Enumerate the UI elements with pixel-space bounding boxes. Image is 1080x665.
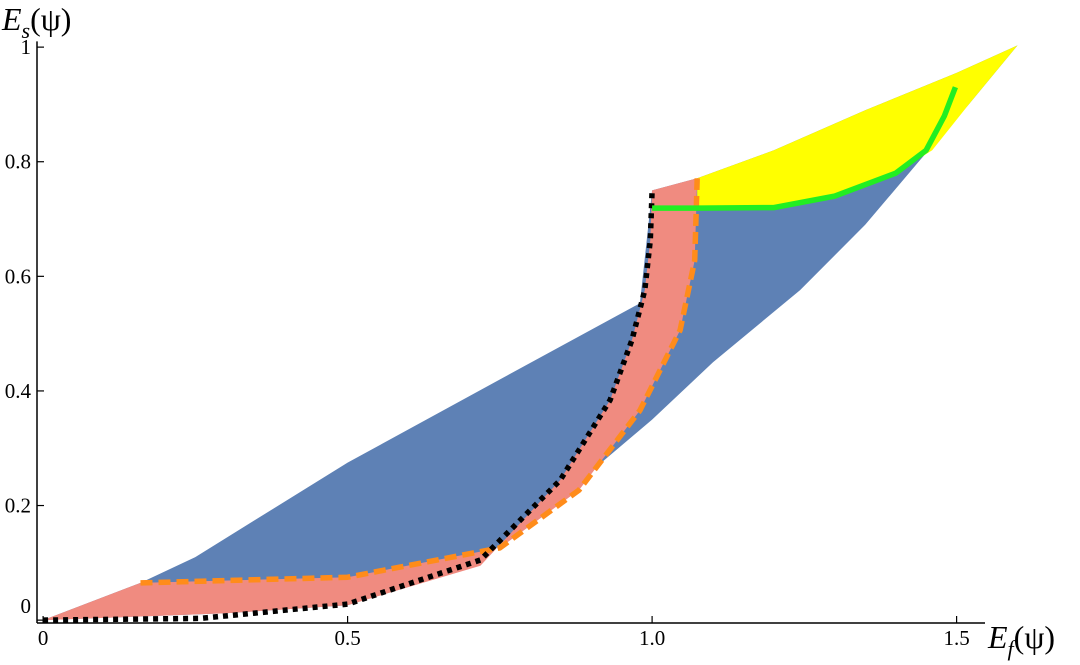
y-axis-label: Es(ψ) — [1, 1, 71, 43]
y-tick-label: 0 — [21, 594, 32, 618]
region — [43, 178, 698, 621]
x-tick-label: 1.5 — [943, 626, 969, 650]
x-tick-label: 0.5 — [334, 626, 360, 650]
x-axis-label: Ef(ψ) — [987, 619, 1055, 661]
curve — [43, 190, 655, 623]
y-label-sub: s — [22, 18, 31, 43]
region — [697, 45, 1018, 209]
y-tick-label: 0.8 — [5, 150, 31, 174]
curve — [140, 178, 700, 586]
x-label-main: E — [987, 619, 1008, 655]
x-label-arg: (ψ) — [1014, 619, 1055, 655]
y-tick-label: 0.2 — [5, 494, 31, 518]
y-tick-label: 0.6 — [5, 264, 31, 288]
x-tick-label: 0 — [38, 626, 49, 650]
y-label-main: E — [1, 1, 22, 37]
x-tick-label: 1.0 — [639, 626, 665, 650]
y-tick-label: 1 — [21, 35, 32, 59]
curve — [652, 86, 958, 211]
y-label-arg: (ψ) — [30, 1, 71, 37]
x-label-sub: f — [1008, 636, 1017, 661]
y-tick-label: 0.4 — [5, 379, 32, 403]
